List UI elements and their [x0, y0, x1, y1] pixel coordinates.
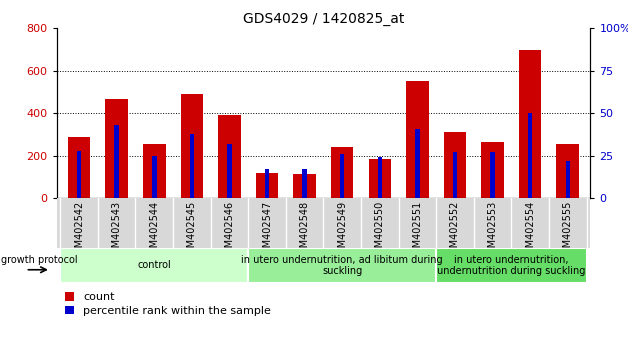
- Bar: [565, 161, 570, 198]
- Bar: [369, 159, 391, 198]
- Legend: count, percentile rank within the sample: count, percentile rank within the sample: [62, 289, 274, 319]
- Text: GSM402549: GSM402549: [337, 201, 347, 260]
- Bar: [256, 173, 278, 198]
- Text: GSM402555: GSM402555: [563, 201, 573, 260]
- Text: GSM402543: GSM402543: [112, 201, 122, 260]
- Text: GSM402553: GSM402553: [487, 201, 497, 260]
- Bar: [377, 158, 382, 198]
- Text: GSM402542: GSM402542: [74, 201, 84, 260]
- Text: GSM402544: GSM402544: [149, 201, 160, 260]
- Text: GSM402545: GSM402545: [187, 201, 197, 260]
- Bar: [190, 134, 194, 198]
- Text: GSM402547: GSM402547: [262, 201, 272, 260]
- Bar: [293, 174, 316, 198]
- Bar: [490, 152, 495, 198]
- Bar: [302, 169, 307, 198]
- Text: GSM402548: GSM402548: [300, 201, 310, 260]
- Bar: [106, 99, 128, 198]
- Text: growth protocol: growth protocol: [1, 255, 78, 265]
- Text: GSM402551: GSM402551: [413, 201, 423, 260]
- Text: control: control: [138, 261, 171, 270]
- Bar: [556, 144, 579, 198]
- Bar: [444, 132, 466, 198]
- Text: GSM402546: GSM402546: [224, 201, 234, 260]
- Bar: [415, 129, 420, 198]
- Bar: [143, 144, 166, 198]
- Text: in utero undernutrition,
undernutrition during suckling: in utero undernutrition, undernutrition …: [437, 255, 585, 276]
- Bar: [481, 142, 504, 198]
- Bar: [331, 147, 354, 198]
- Bar: [77, 151, 82, 198]
- Bar: [519, 50, 541, 198]
- Bar: [406, 81, 429, 198]
- Bar: [218, 115, 241, 198]
- Bar: [248, 248, 436, 283]
- Bar: [152, 156, 156, 198]
- Text: in utero undernutrition, ad libitum during
suckling: in utero undernutrition, ad libitum duri…: [241, 255, 443, 276]
- Bar: [181, 94, 203, 198]
- Bar: [340, 154, 345, 198]
- Title: GDS4029 / 1420825_at: GDS4029 / 1420825_at: [243, 12, 404, 26]
- Bar: [528, 113, 533, 198]
- Bar: [453, 152, 457, 198]
- Text: GSM402550: GSM402550: [375, 201, 385, 260]
- Text: GSM402552: GSM402552: [450, 201, 460, 260]
- Text: GSM402554: GSM402554: [525, 201, 535, 260]
- Bar: [265, 169, 269, 198]
- Bar: [68, 137, 90, 198]
- Bar: [114, 125, 119, 198]
- Bar: [60, 248, 248, 283]
- Bar: [227, 144, 232, 198]
- Bar: [436, 248, 587, 283]
